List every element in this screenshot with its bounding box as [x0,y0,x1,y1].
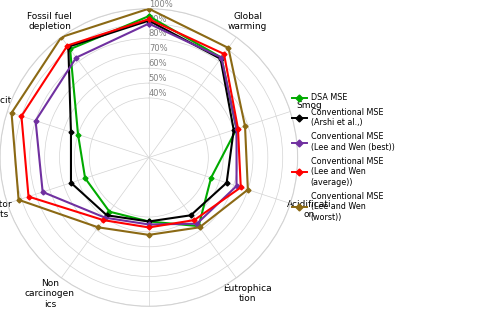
Legend: DSA MSE, Conventional MSE
(Arshi et al.,), Conventional MSE
(Lee and Wen (best)): DSA MSE, Conventional MSE (Arshi et al.,… [292,93,395,222]
